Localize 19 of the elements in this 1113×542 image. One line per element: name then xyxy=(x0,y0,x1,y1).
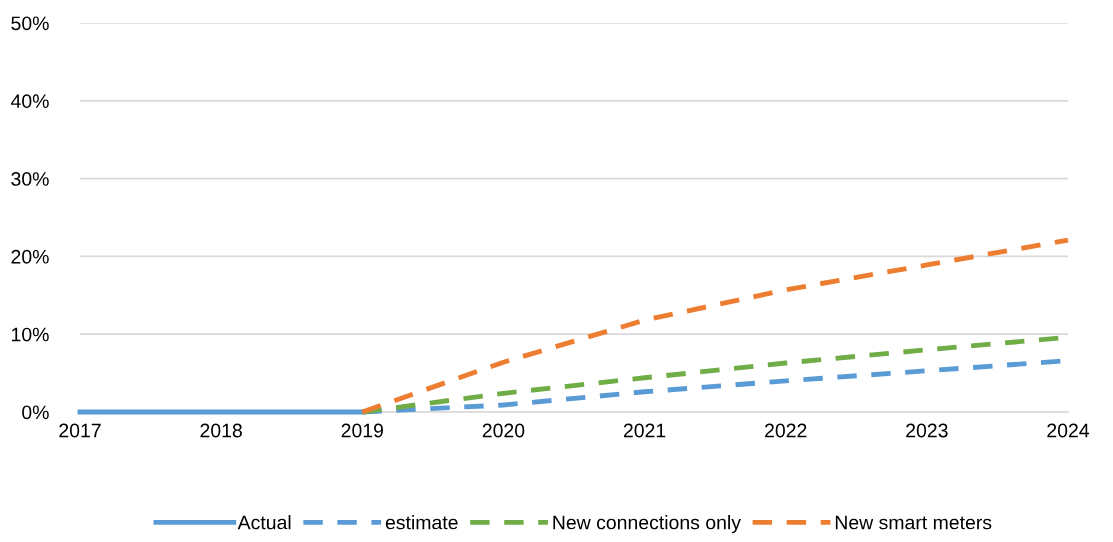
y-tick-label: 50% xyxy=(11,16,49,31)
y-tick-label: 0% xyxy=(22,405,49,420)
legend-label: estimate xyxy=(385,515,458,530)
legend-label: Actual xyxy=(237,515,291,530)
x-tick-label: 2020 xyxy=(482,423,525,438)
y-tick-label: 10% xyxy=(12,327,49,342)
line-series xyxy=(359,237,1071,415)
y-tick-label: 40% xyxy=(10,94,49,109)
x-tick-label: 2019 xyxy=(341,423,383,438)
legend-label: New smart meters xyxy=(835,515,992,530)
x-tick-label: 2023 xyxy=(906,423,948,438)
y-tick-label: 30% xyxy=(11,172,49,186)
legend-label: New connections only xyxy=(553,515,741,534)
x-tick-label: 2021 xyxy=(623,423,666,438)
x-tick-label: 2017 xyxy=(59,423,101,438)
y-tick-label: 20% xyxy=(11,249,49,264)
x-tick-label: 2018 xyxy=(200,423,242,438)
x-tick-label: 2022 xyxy=(765,423,807,438)
x-tick-label: 2024 xyxy=(1047,423,1090,438)
